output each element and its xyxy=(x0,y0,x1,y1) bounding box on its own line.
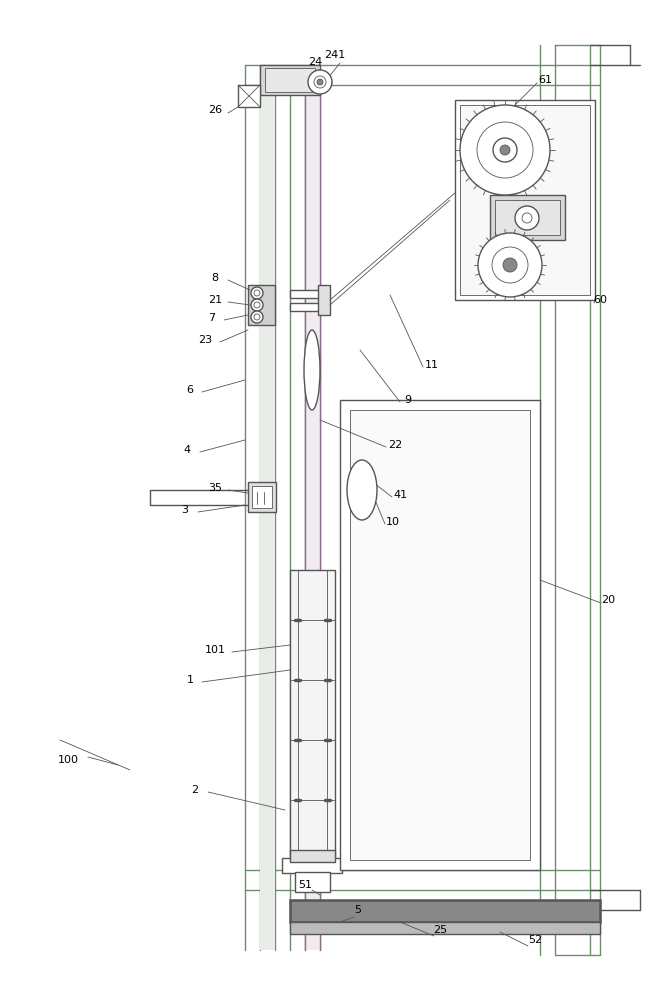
Text: 25: 25 xyxy=(433,925,447,935)
Text: 5: 5 xyxy=(354,905,362,915)
Ellipse shape xyxy=(347,460,377,520)
Bar xyxy=(238,85,260,107)
Text: 11: 11 xyxy=(425,360,439,370)
Circle shape xyxy=(251,311,263,323)
Text: 8: 8 xyxy=(211,273,218,283)
Bar xyxy=(290,570,335,870)
Text: 6: 6 xyxy=(186,385,194,395)
Bar xyxy=(455,100,595,300)
Circle shape xyxy=(314,76,326,88)
Text: 10: 10 xyxy=(386,517,400,527)
Text: 101: 101 xyxy=(205,645,226,655)
Bar xyxy=(358,478,472,552)
Bar xyxy=(290,900,600,922)
Bar xyxy=(260,65,320,95)
Text: 7: 7 xyxy=(209,313,216,323)
Circle shape xyxy=(308,70,332,94)
Bar xyxy=(350,410,530,860)
Text: 51: 51 xyxy=(298,880,312,890)
Text: 26: 26 xyxy=(208,105,222,115)
Bar xyxy=(318,285,330,315)
Circle shape xyxy=(478,233,542,297)
Circle shape xyxy=(503,258,517,272)
Text: 2: 2 xyxy=(192,785,199,795)
Circle shape xyxy=(317,79,323,85)
Bar xyxy=(248,285,275,325)
Text: 9: 9 xyxy=(404,395,411,405)
Circle shape xyxy=(515,206,539,230)
Text: 1: 1 xyxy=(186,675,194,685)
Text: 52: 52 xyxy=(528,935,542,945)
Bar xyxy=(340,400,540,870)
Circle shape xyxy=(460,105,550,195)
Bar xyxy=(495,200,560,235)
Text: 35: 35 xyxy=(208,483,222,493)
Text: 241: 241 xyxy=(324,50,345,60)
Text: 4: 4 xyxy=(183,445,190,455)
Bar xyxy=(490,195,565,240)
Bar xyxy=(282,858,342,873)
Text: 100: 100 xyxy=(58,755,78,765)
Text: 60: 60 xyxy=(593,295,607,305)
Bar xyxy=(305,85,320,950)
Text: 23: 23 xyxy=(198,335,212,345)
Text: 41: 41 xyxy=(393,490,407,500)
Bar xyxy=(460,105,590,295)
Text: 20: 20 xyxy=(601,595,615,605)
Text: 61: 61 xyxy=(538,75,552,85)
Circle shape xyxy=(500,145,510,155)
Bar xyxy=(265,68,315,92)
Text: 21: 21 xyxy=(208,295,222,305)
Text: 24: 24 xyxy=(308,57,322,67)
Circle shape xyxy=(477,122,533,178)
Text: 3: 3 xyxy=(182,505,188,515)
Bar xyxy=(290,290,320,298)
Text: 22: 22 xyxy=(388,440,402,450)
Ellipse shape xyxy=(304,330,320,410)
Circle shape xyxy=(493,138,517,162)
Bar xyxy=(350,470,480,560)
Circle shape xyxy=(251,299,263,311)
Circle shape xyxy=(251,287,263,299)
Bar xyxy=(260,65,275,950)
Bar xyxy=(290,850,335,862)
Bar xyxy=(295,872,330,892)
Bar xyxy=(290,303,320,311)
Circle shape xyxy=(492,247,528,283)
Bar xyxy=(248,482,276,512)
Bar xyxy=(252,486,272,508)
Bar xyxy=(290,922,600,934)
